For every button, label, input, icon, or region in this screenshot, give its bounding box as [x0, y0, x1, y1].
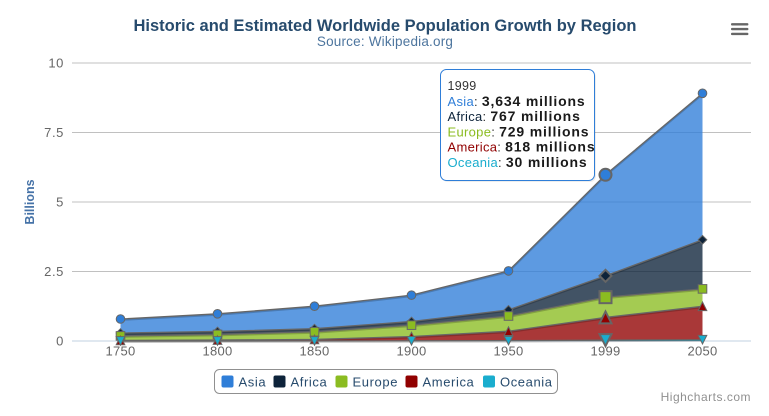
svg-text:Asia: 3,634 millions: Asia: 3,634 millions — [448, 93, 586, 109]
svg-text:1999: 1999 — [590, 344, 620, 359]
svg-text:Historic and Estimated Worldwi: Historic and Estimated Worldwide Populat… — [134, 17, 637, 35]
svg-text:1950: 1950 — [493, 344, 523, 359]
svg-text:1999: 1999 — [448, 79, 477, 93]
svg-text:1750: 1750 — [105, 344, 135, 359]
svg-text:2050: 2050 — [687, 344, 717, 359]
svg-text:Asia: Asia — [239, 375, 267, 390]
svg-text:10: 10 — [48, 56, 64, 71]
svg-text:America: America — [423, 375, 475, 390]
svg-text:1900: 1900 — [396, 344, 426, 359]
svg-text:America: 818 millions: America: 818 millions — [448, 139, 596, 155]
svg-text:0: 0 — [56, 334, 64, 349]
svg-text:5: 5 — [56, 195, 64, 210]
svg-text:2.5: 2.5 — [44, 264, 64, 279]
svg-text:Highcharts.com: Highcharts.com — [661, 390, 751, 404]
svg-text:Oceania: Oceania — [500, 375, 553, 390]
svg-text:Oceania: 30 millions: Oceania: 30 millions — [448, 154, 588, 170]
svg-text:Billions: Billions — [23, 179, 37, 224]
svg-text:Africa: Africa — [291, 375, 328, 390]
svg-text:Europe: 729 millions: Europe: 729 millions — [448, 123, 590, 139]
svg-text:Europe: Europe — [353, 375, 399, 390]
svg-text:Source: Wikipedia.org: Source: Wikipedia.org — [317, 34, 453, 49]
svg-text:Africa: 767 millions: Africa: 767 millions — [448, 108, 581, 124]
svg-text:7.5: 7.5 — [44, 125, 64, 140]
svg-text:1800: 1800 — [202, 344, 232, 359]
svg-text:1850: 1850 — [299, 344, 329, 359]
